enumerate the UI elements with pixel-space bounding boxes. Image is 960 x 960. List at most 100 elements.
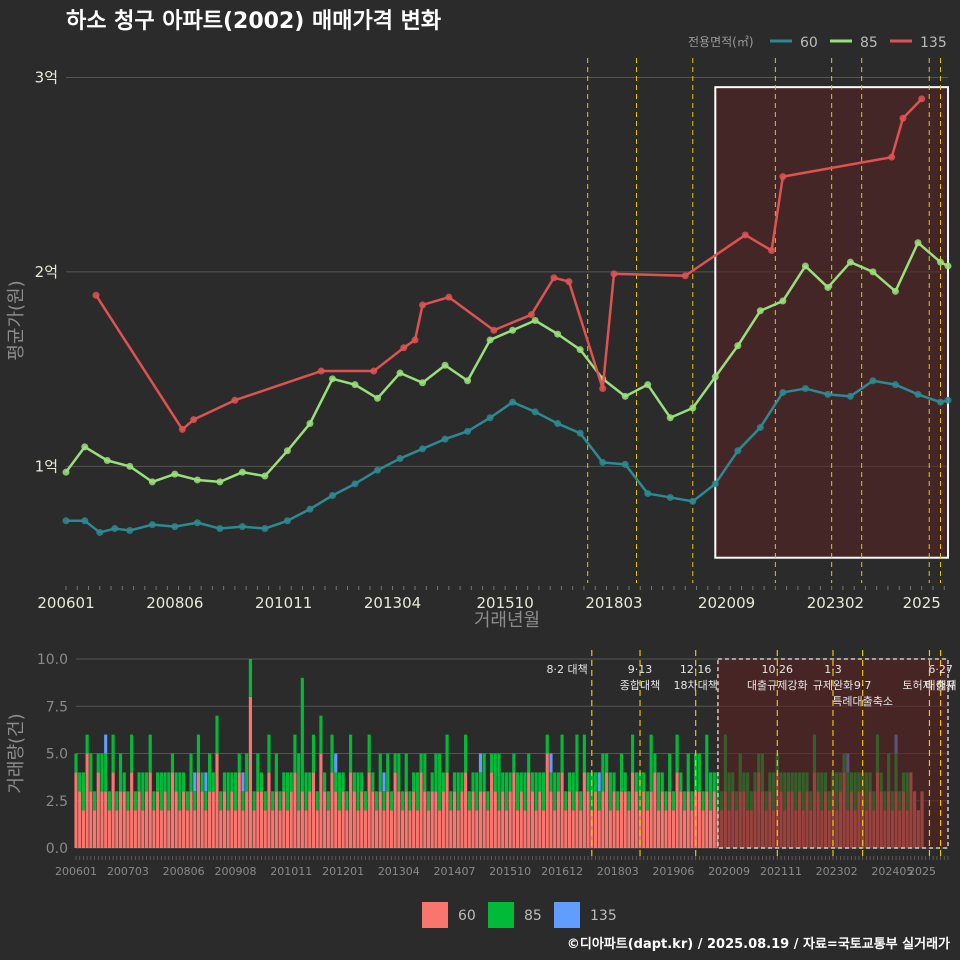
policy-annotation: 특례대출축소	[832, 695, 893, 708]
volume-bar-85	[512, 753, 516, 773]
volume-bar-85	[438, 753, 442, 811]
data-point-85	[419, 379, 427, 387]
volume-bar-85	[378, 753, 382, 792]
data-point-60	[891, 381, 899, 389]
volume-bar-85	[697, 753, 701, 792]
volume-bar-85	[167, 772, 171, 811]
volume-bar-60	[634, 791, 638, 848]
data-point-60	[576, 429, 584, 437]
volume-bar-85	[133, 791, 137, 811]
legend-label-85: 85	[860, 35, 878, 51]
volume-bar-85	[449, 791, 453, 811]
volume-bar-85	[701, 791, 705, 811]
data-point-85	[351, 381, 359, 389]
volume-bar-85	[293, 734, 297, 773]
policy-annotation: 대출규제강화	[747, 679, 808, 692]
volume-bar-60	[144, 791, 149, 848]
volume-bar-85	[323, 772, 327, 792]
volume-bar-85	[712, 772, 716, 792]
volume-bar-85	[493, 753, 497, 792]
data-point-135	[527, 311, 535, 319]
volume-bar-85	[330, 734, 334, 773]
volume-bar-60	[389, 810, 393, 848]
volume-bar-85	[612, 772, 616, 792]
bottom-x-tick-label: 202405	[871, 865, 913, 878]
top-y-tick-label: 2억	[35, 263, 58, 281]
volume-bar-60	[412, 791, 416, 848]
top-x-tick-label: 202009	[698, 594, 755, 612]
policy-annotation: 종합대책	[620, 679, 660, 692]
data-point-135	[779, 173, 787, 181]
volume-bar-60	[653, 772, 657, 848]
data-point-85	[531, 317, 539, 324]
volume-bar-60	[638, 810, 642, 848]
volume-bar-60	[612, 791, 616, 848]
volume-bar-60	[122, 791, 126, 848]
volume-bar-85	[282, 772, 286, 792]
volume-bar-60	[111, 772, 115, 848]
volume-bar-85	[653, 753, 657, 773]
volume-bar-60	[393, 772, 397, 848]
top-x-tick-label: 200601	[37, 594, 94, 612]
volume-bar-85	[274, 753, 278, 792]
volume-bar-60	[74, 772, 78, 848]
volume-bar-85	[389, 791, 393, 811]
volume-bar-60	[408, 810, 412, 848]
volume-bar-60	[679, 791, 683, 848]
data-point-135	[419, 301, 427, 309]
data-point-60	[171, 523, 179, 531]
volume-bar-60	[601, 791, 605, 848]
top-x-tick-label: 202302	[807, 594, 864, 612]
volume-bar-60	[163, 791, 167, 848]
data-point-85	[824, 283, 832, 291]
volume-bar-60	[367, 772, 371, 848]
data-point-85	[756, 307, 764, 315]
volume-bar-60	[285, 810, 290, 848]
volume-bar-60	[534, 810, 538, 848]
volume-bar-85	[137, 772, 141, 792]
volume-bar-85	[660, 772, 664, 792]
volume-bar-60	[671, 810, 675, 848]
volume-bar-85	[627, 791, 631, 811]
volume-bar-85	[619, 753, 624, 792]
bottom-x-tick-label: 202302	[816, 865, 858, 878]
volume-bar-85	[504, 772, 509, 811]
top-x-tick-label: 200806	[146, 594, 203, 612]
volume-bar-85	[508, 772, 512, 792]
volume-bar-85	[315, 791, 319, 811]
data-point-60	[779, 388, 787, 396]
volume-bar-60	[582, 772, 586, 848]
volume-bar-85	[523, 772, 527, 811]
volume-bar-60	[308, 791, 312, 848]
volume-bar-60	[567, 791, 572, 848]
volume-bar-85	[567, 772, 572, 792]
volume-bar-60	[104, 791, 108, 848]
volume-bar-85	[245, 753, 249, 792]
data-point-85	[306, 420, 314, 428]
top-y-tick-label: 3억	[35, 68, 58, 86]
volume-bar-85	[553, 772, 557, 811]
data-point-85	[216, 478, 224, 486]
volume-bar-60	[330, 772, 334, 848]
data-point-60	[801, 385, 809, 393]
bottom-x-tick-label: 201906	[652, 865, 694, 878]
volume-bar-60	[130, 772, 134, 848]
volume-bar-85	[460, 772, 464, 792]
volume-bar-60	[575, 791, 579, 848]
volume-bar-60	[363, 810, 368, 848]
volume-bar-60	[400, 810, 405, 848]
volume-bar-85	[263, 791, 267, 811]
volume-bar-60	[311, 772, 316, 848]
volume-bar-85	[259, 772, 264, 792]
volume-bar-60	[85, 753, 89, 848]
data-point-85	[126, 462, 134, 470]
volume-bar-85	[430, 772, 434, 792]
volume-bar-85	[352, 772, 356, 792]
volume-bar-85	[248, 659, 252, 697]
volume-bar-85	[530, 772, 534, 792]
volume-bar-60	[712, 791, 716, 848]
bottom-legend-label-85: 85	[524, 908, 542, 924]
volume-bar-60	[419, 772, 423, 848]
top-x-axis-title: 거래년월	[474, 610, 540, 631]
